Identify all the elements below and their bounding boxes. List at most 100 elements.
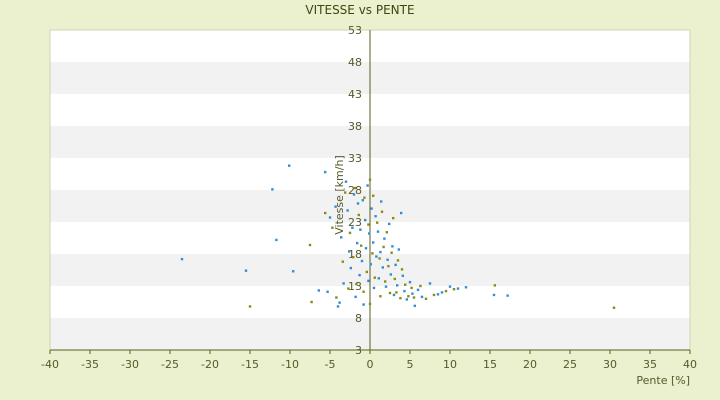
x-tick-label: 5 bbox=[407, 358, 414, 371]
data-point-blue bbox=[401, 274, 404, 277]
data-point-blue bbox=[428, 282, 432, 285]
data-point-blue bbox=[408, 280, 412, 284]
data-point-blue bbox=[346, 209, 349, 212]
data-point-blue bbox=[342, 282, 345, 285]
data-point-olive bbox=[353, 186, 356, 190]
data-point-olive bbox=[412, 296, 416, 299]
data-point-blue bbox=[396, 284, 399, 287]
data-point-olive bbox=[390, 251, 393, 254]
data-point-olive bbox=[380, 210, 384, 213]
y-tick-label: 53 bbox=[348, 24, 362, 37]
data-point-blue bbox=[411, 292, 414, 295]
data-point-olive bbox=[248, 305, 252, 308]
x-tick-label: -15 bbox=[241, 358, 259, 371]
data-point-olive bbox=[365, 270, 368, 274]
data-point-blue bbox=[420, 295, 424, 299]
data-point-blue bbox=[492, 293, 496, 297]
x-tick-label: -25 bbox=[161, 358, 179, 371]
data-point-blue bbox=[348, 250, 351, 253]
data-point-olive bbox=[371, 252, 374, 255]
data-point-blue bbox=[349, 266, 352, 270]
data-point-blue bbox=[358, 273, 361, 277]
data-point-olive bbox=[310, 300, 313, 304]
data-point-olive bbox=[393, 277, 396, 281]
x-tick-label: 35 bbox=[643, 358, 657, 371]
x-tick-label: 15 bbox=[483, 358, 497, 371]
data-point-olive bbox=[392, 216, 395, 220]
data-point-olive bbox=[419, 284, 422, 288]
x-tick-label: -40 bbox=[41, 358, 59, 371]
y-tick-label: 33 bbox=[348, 152, 362, 165]
data-point-olive bbox=[410, 286, 413, 290]
y-tick-label: 43 bbox=[348, 88, 362, 101]
data-point-blue bbox=[388, 222, 391, 226]
data-point-blue bbox=[366, 184, 369, 187]
data-point-blue bbox=[361, 199, 364, 202]
data-point-blue bbox=[440, 291, 444, 294]
x-tick-label: -20 bbox=[201, 358, 219, 371]
data-point-olive bbox=[372, 194, 375, 197]
x-tick-marks bbox=[49, 350, 691, 354]
x-tick-label: -35 bbox=[81, 358, 99, 371]
data-point-blue bbox=[506, 294, 509, 297]
data-point-blue bbox=[356, 241, 359, 245]
data-point-olive bbox=[363, 196, 366, 199]
data-point-blue bbox=[403, 289, 406, 293]
data-point-blue bbox=[244, 269, 248, 272]
data-point-olive bbox=[348, 231, 352, 235]
data-point-blue bbox=[324, 170, 327, 174]
data-point-olive bbox=[344, 191, 347, 194]
data-point-olive bbox=[404, 283, 407, 286]
data-point-olive bbox=[385, 231, 388, 234]
data-point-blue bbox=[368, 232, 371, 235]
data-point-olive bbox=[395, 291, 398, 294]
x-tick-label: -30 bbox=[121, 358, 139, 371]
data-point-blue bbox=[376, 230, 380, 233]
data-point-blue bbox=[372, 286, 376, 290]
data-point-blue bbox=[354, 295, 357, 299]
data-point-blue bbox=[381, 266, 384, 269]
data-point-blue bbox=[334, 205, 337, 208]
x-tick-label: 25 bbox=[563, 358, 577, 371]
data-point-blue bbox=[340, 236, 343, 239]
data-point-blue bbox=[360, 259, 364, 263]
y-tick-label: 23 bbox=[348, 216, 362, 229]
data-point-blue bbox=[389, 273, 392, 276]
data-point-blue bbox=[448, 285, 452, 288]
data-point-olive bbox=[444, 289, 448, 293]
data-point-olive bbox=[331, 226, 334, 229]
data-point-olive bbox=[399, 296, 402, 300]
data-point-olive bbox=[452, 288, 456, 291]
data-point-blue bbox=[400, 211, 403, 215]
data-point-olive bbox=[362, 290, 365, 293]
y-tick-label: 13 bbox=[348, 280, 362, 293]
y-tick-label: 48 bbox=[348, 56, 362, 69]
data-point-blue bbox=[397, 248, 400, 251]
data-point-blue bbox=[180, 257, 184, 261]
data-point-blue bbox=[275, 238, 278, 242]
data-point-olive bbox=[424, 297, 428, 300]
x-tick-label: -5 bbox=[325, 358, 336, 371]
data-point-blue bbox=[374, 215, 377, 218]
x-tick-label: 30 bbox=[603, 358, 617, 371]
x-tick-label: 0 bbox=[367, 358, 374, 371]
data-point-olive bbox=[376, 221, 379, 224]
data-point-blue bbox=[328, 216, 332, 219]
data-point-olive bbox=[387, 264, 390, 268]
data-point-blue bbox=[436, 293, 440, 296]
data-point-blue bbox=[456, 287, 460, 290]
data-point-olive bbox=[373, 276, 376, 279]
x-tick-label: 20 bbox=[523, 358, 537, 371]
data-point-olive bbox=[347, 287, 350, 290]
data-point-olive bbox=[352, 256, 355, 259]
data-point-olive bbox=[493, 284, 496, 287]
data-point-blue bbox=[364, 247, 368, 250]
data-point-blue bbox=[372, 241, 375, 244]
data-point-blue bbox=[356, 202, 360, 205]
data-point-olive bbox=[400, 268, 404, 271]
data-point-blue bbox=[351, 226, 354, 229]
data-point-olive bbox=[388, 291, 392, 295]
data-point-blue bbox=[288, 164, 291, 167]
data-point-blue bbox=[271, 188, 274, 191]
data-point-olive bbox=[324, 211, 327, 215]
